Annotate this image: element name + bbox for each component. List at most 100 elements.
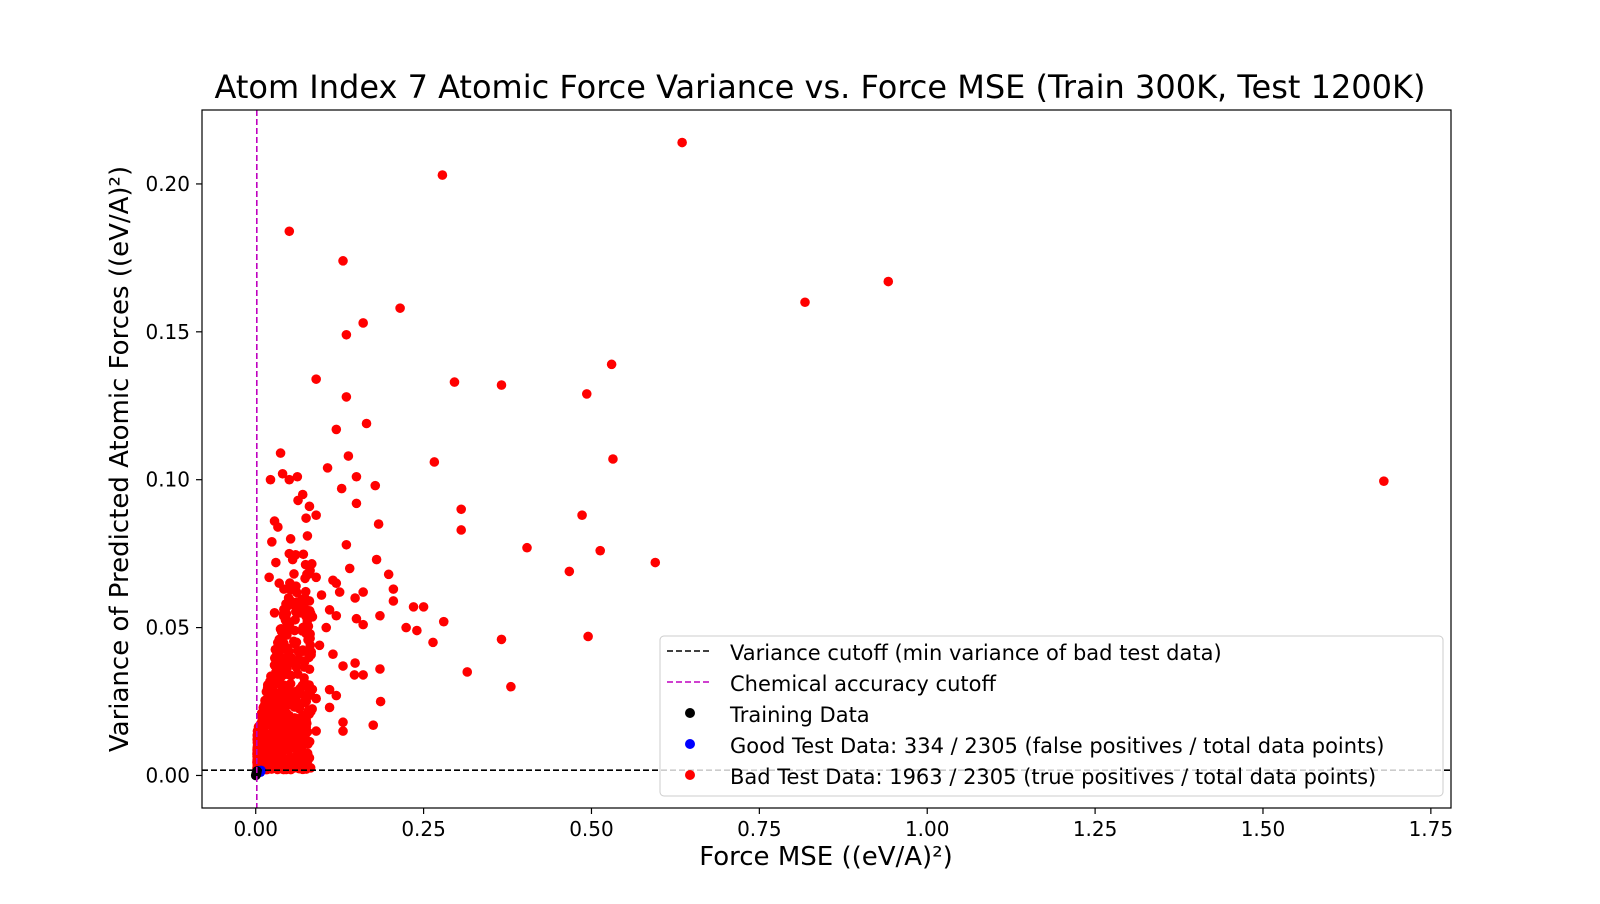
data-point [299,677,310,688]
data-point [284,594,295,604]
data-point [388,584,399,594]
data-point [290,550,301,560]
data-point [388,596,399,606]
data-point [267,537,277,547]
data-point [371,554,382,565]
data-point [311,510,321,520]
data-point [595,545,606,556]
data-point [800,297,810,308]
data-point [564,566,575,577]
data-point [270,722,281,733]
data-point [285,534,296,544]
data-point [456,525,467,535]
data-point [292,714,303,724]
y-tick-label: 0.00 [145,763,190,787]
series-2 [252,137,1389,775]
data-point [437,170,448,180]
data-point [302,531,313,541]
data-point [274,644,285,655]
data-point [343,451,354,461]
data-point [274,675,285,685]
data-point [456,504,467,515]
data-point [496,380,507,390]
data-point [290,614,300,625]
data-point [265,677,276,688]
data-point [299,697,309,708]
data-point [258,743,269,754]
data-point [496,634,507,645]
data-point [303,621,314,632]
data-point [253,728,263,738]
data-point [883,276,894,287]
data-point [300,586,311,597]
data-points [250,137,1389,781]
data-point [351,471,362,482]
data-point [265,474,276,485]
x-axis-ticks: 0.00 0.25 0.50 0.75 1.00 1.25 1.50 1.75 [233,808,1453,841]
data-point [581,389,592,399]
data-point [293,655,303,666]
data-point [370,480,381,491]
data-point [606,359,617,370]
data-point [358,670,368,680]
data-point [311,726,321,736]
legend-label-good-test: Good Test Data: 334 / 2305 (false positi… [730,734,1384,758]
data-point [277,468,288,479]
x-tick-label: 0.00 [233,817,278,841]
plot-frame [201,109,1452,809]
data-point [449,377,460,387]
data-point [375,696,386,707]
data-point [1379,476,1389,486]
data-point [322,463,333,473]
legend-marker-bad-test [685,770,695,780]
data-point [306,706,316,717]
data-point [271,557,281,568]
data-point [271,747,282,758]
data-point [290,761,300,771]
x-tick-label: 1.25 [1073,817,1118,841]
data-point [269,607,280,618]
x-tick-label: 1.00 [905,817,950,841]
data-point [341,329,352,340]
legend-box [659,635,1444,797]
data-point [290,696,300,707]
y-axis-ticks: 0.00 0.05 0.10 0.15 0.20 [145,172,202,787]
data-point [267,705,278,716]
data-point [331,610,342,621]
data-point [287,729,298,739]
data-point [418,602,429,612]
data-point [311,572,321,583]
data-point [373,519,384,529]
data-point [650,557,661,568]
data-point [583,631,593,642]
data-point [304,501,315,512]
data-point [331,578,342,589]
data-point [522,542,532,553]
data-point [291,721,301,732]
data-point [316,590,327,600]
y-tick-label: 0.05 [145,616,190,640]
data-point [328,649,338,660]
legend-marker-good-test [685,739,695,749]
data-point [284,226,295,237]
data-point [375,610,385,621]
data-point [358,318,368,328]
x-tick-label: 0.50 [569,817,614,841]
data-point [298,549,309,560]
data-point [341,539,352,550]
data-point [301,513,311,523]
x-tick-label: 0.25 [401,817,446,841]
data-point [295,741,306,752]
series-0 [250,766,262,781]
data-point [292,471,303,482]
data-point [375,664,385,674]
data-point [300,605,311,616]
data-point [304,664,315,675]
data-point [305,565,315,576]
data-point [577,510,587,520]
data-point [351,498,362,509]
data-point [429,457,440,467]
data-point [277,713,287,723]
x-tick-label: 0.75 [737,817,782,841]
data-point [272,692,283,702]
